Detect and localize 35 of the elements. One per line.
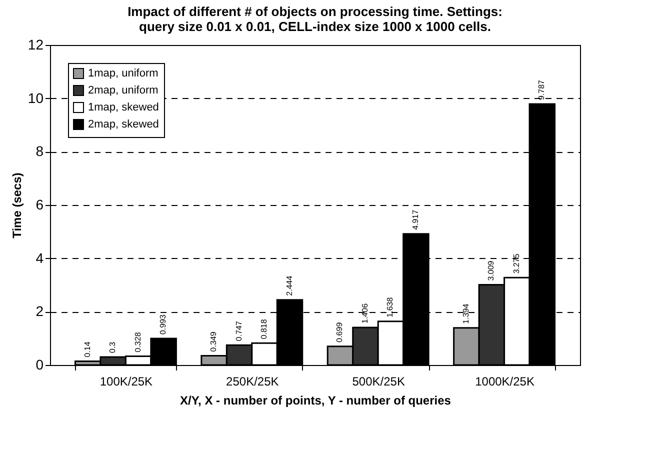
data-label: 3.009: [486, 260, 496, 281]
data-label: 0.993: [158, 314, 168, 335]
y-tick-label: 2: [36, 303, 44, 320]
y-tick-label: 0: [36, 356, 44, 372]
x-tick-label: 100K/25K: [100, 374, 153, 388]
x-tick-label: 250K/25K: [226, 374, 279, 388]
data-label: 0.699: [335, 322, 344, 342]
data-label: 4.917: [410, 209, 420, 230]
data-label: 0.349: [209, 331, 218, 352]
x-tick-label: 500K/25K: [352, 374, 405, 388]
y-tick-label: 10: [28, 90, 44, 106]
data-label: 9.787: [537, 79, 546, 100]
legend-label: 1map, skewed: [88, 102, 159, 114]
legend-label: 2map, skewed: [88, 118, 159, 130]
x-axis-title: X/Y, X - number of points, Y - number of queries: [180, 394, 452, 408]
y-tick-label: 8: [36, 143, 44, 160]
data-label: 0.3: [108, 341, 118, 353]
y-axis-title: Time (secs): [10, 172, 24, 238]
data-label: 0.818: [260, 318, 269, 340]
data-label: 2.444: [284, 275, 294, 296]
data-label: 1.638: [386, 296, 395, 318]
legend-label: 1map, uniform: [88, 68, 158, 80]
text: Impact of different # of objects on processing time. Settings:: [128, 4, 502, 19]
data-label: 1.394: [461, 303, 470, 324]
data-label: 0.328: [133, 332, 142, 352]
x-tick-label: 1000K/25K: [475, 374, 534, 388]
text: query size 0.01 x 0.01, CELL-index size 1000 x 1000 cells.: [139, 19, 491, 34]
data-label: 3.275: [512, 253, 521, 274]
data-label: 0.747: [234, 320, 244, 342]
legend-label: 2map, uniform: [88, 84, 158, 96]
data-label: 1.406: [360, 302, 370, 324]
y-tick-label: 4: [36, 250, 44, 266]
y-tick-label: 6: [36, 196, 44, 212]
data-label: 0.14: [82, 341, 92, 358]
y-tick-label: 12: [28, 36, 44, 52]
